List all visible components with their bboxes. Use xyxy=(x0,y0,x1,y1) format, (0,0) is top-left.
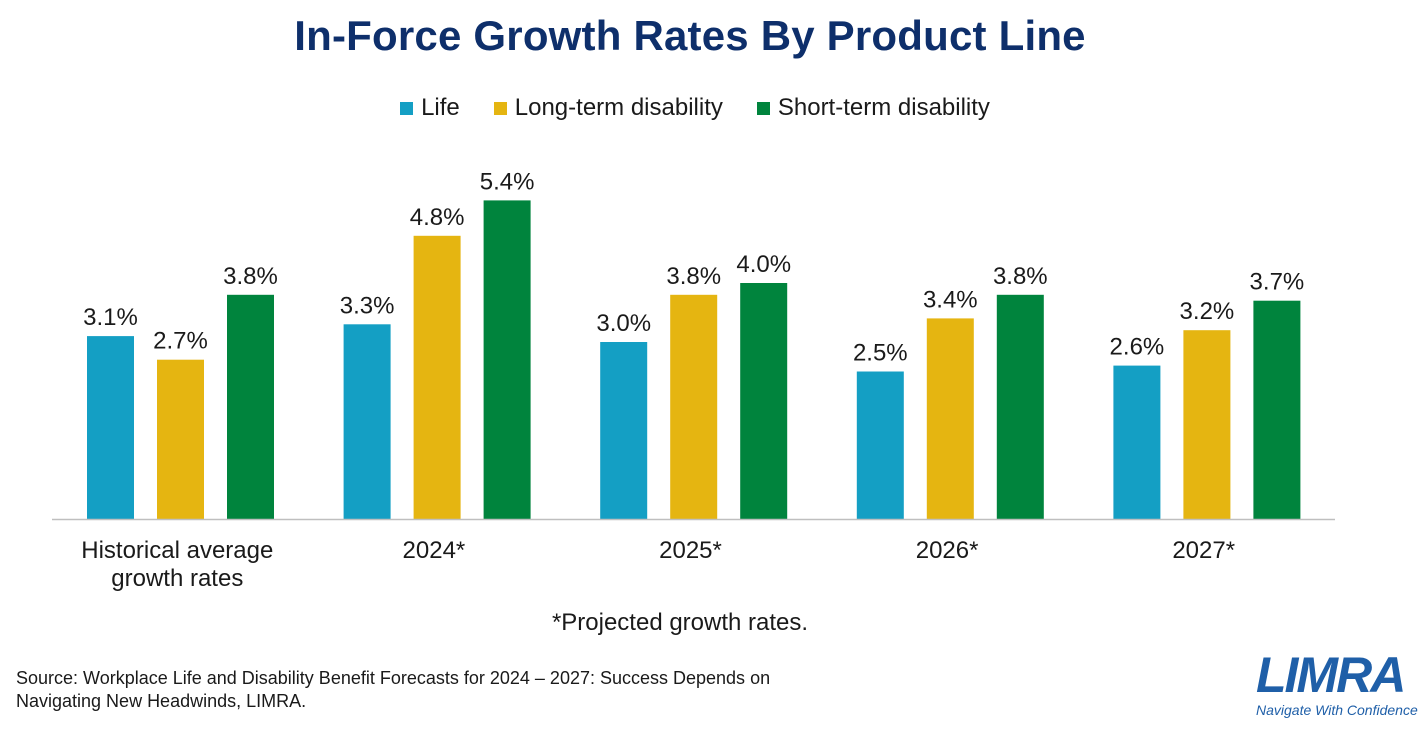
bar-std-3 xyxy=(996,294,1044,519)
bar-life-1 xyxy=(343,324,391,519)
category-label: 2025* xyxy=(659,537,722,564)
data-label: 5.4% xyxy=(480,168,535,195)
logo-tagline: Navigate With Confidence xyxy=(1256,702,1418,718)
data-label: 4.8% xyxy=(410,204,465,231)
data-label: 2.5% xyxy=(853,340,908,367)
bar-std-4 xyxy=(1253,300,1301,519)
bar-ltd-0 xyxy=(157,359,204,519)
category-label: 2026* xyxy=(916,537,979,564)
bar-std-1 xyxy=(483,200,531,519)
legend-label-life: Life xyxy=(421,94,460,121)
data-label: 3.4% xyxy=(923,286,978,313)
data-label: 2.7% xyxy=(153,328,208,355)
bar-life-3 xyxy=(856,371,904,519)
category-label: 2024* xyxy=(403,537,466,564)
legend-label-std: Short-term disability xyxy=(777,94,990,121)
bar-life-0 xyxy=(87,336,134,519)
bar-ltd-2 xyxy=(670,294,718,519)
legend-item-std: Short-term disability xyxy=(756,94,990,122)
logo-wordmark: LIMRA xyxy=(1256,647,1406,703)
bar-ltd-4 xyxy=(1183,330,1231,519)
data-label: 3.3% xyxy=(340,292,395,319)
legend-label-ltd: Long-term disability xyxy=(514,94,723,121)
bar-std-2 xyxy=(740,283,788,519)
data-label: 3.8% xyxy=(993,263,1048,290)
bar-chart: 3.1% 2.7% 3.8% Historical average growth rat… xyxy=(52,168,1335,592)
legend-item-life: Life xyxy=(400,94,460,122)
data-label: 3.1% xyxy=(83,304,138,331)
legend: Life Long-term disability Short-term dis… xyxy=(0,94,1390,122)
limra-logo: LIMRA Navigate With Confidence xyxy=(1250,650,1420,730)
data-label: 2.6% xyxy=(1110,334,1165,361)
data-label: 3.0% xyxy=(596,310,651,337)
bar-ltd-1 xyxy=(413,235,461,520)
bar-std-0 xyxy=(227,294,274,519)
data-label: 3.2% xyxy=(1180,298,1235,325)
data-label: 4.0% xyxy=(736,251,791,278)
bar-ltd-3 xyxy=(926,318,974,519)
source-note: Source: Workplace Life and Disability Be… xyxy=(16,668,771,711)
data-label: 3.7% xyxy=(1250,269,1305,296)
legend-item-ltd: Long-term disability xyxy=(493,94,723,122)
legend-swatch-life xyxy=(400,101,414,115)
data-label: 3.8% xyxy=(223,263,278,290)
bar-life-2 xyxy=(600,342,648,519)
bar-life-4 xyxy=(1113,365,1161,519)
category-label: Historical average growth rates xyxy=(81,537,273,592)
legend-swatch-std xyxy=(756,101,770,115)
footnote: *Projected growth rates. xyxy=(551,609,809,636)
legend-swatch-ltd xyxy=(493,101,507,115)
category-label: 2027* xyxy=(1172,537,1235,564)
chart-title: In-Force Growth Rates By Product Line xyxy=(294,12,1086,59)
data-label: 3.8% xyxy=(666,263,721,290)
